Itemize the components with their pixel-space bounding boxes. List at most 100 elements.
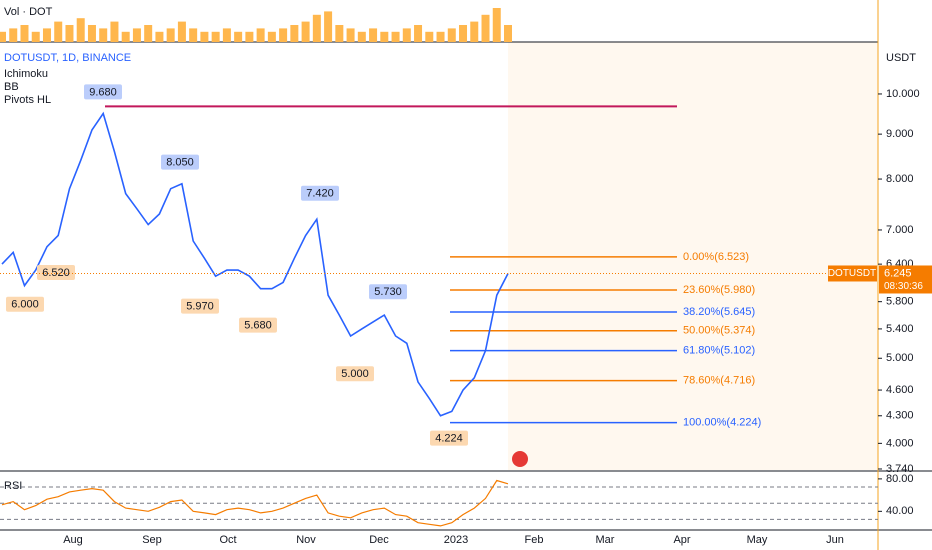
symbol-tag [828,265,877,282]
x-tick-label: Nov [296,534,316,546]
symbol-title: DOTUSDT, 1D, BINANCE [4,52,131,64]
volume-bar [335,25,344,42]
volume-bar [200,31,209,42]
x-tick-label: Jun [826,534,844,546]
x-tick-label: Mar [596,534,615,546]
volume-bar [324,11,333,42]
y-tick-label: 4.000 [886,437,914,449]
volume-bar [414,25,423,42]
volume-bar [425,31,434,42]
countdown-label: 08:30:36 [884,281,923,292]
volume-bar [447,28,456,42]
rsi-tick-label: 80.00 [886,473,914,485]
x-tick-label: Apr [673,534,690,546]
y-tick-label: 3.740 [886,463,914,475]
volume-bar [459,25,468,42]
pivot-label: 4.224 [435,432,463,444]
symbol-tag-label: DOTUSDT [828,268,876,279]
x-tick-label: 2023 [444,534,468,546]
x-tick-label: Feb [525,534,544,546]
rsi-line [1,479,509,527]
volume-bar [346,28,355,42]
fib-label: 100.00%(4.224) [683,416,761,428]
y-tick-label: 5.800 [886,296,914,308]
pivot-box [369,284,407,300]
fib-label: 23.60%(5.980) [683,284,755,296]
volume-bar [54,21,63,42]
pivot-box [6,296,44,312]
fib-label: 78.60%(4.716) [683,374,755,386]
volume-bar [99,28,108,42]
volume-bar [144,25,153,42]
volume-bar [256,28,265,42]
volume-bar [211,31,220,42]
pivot-label: 6.520 [42,267,70,279]
volume-bar [312,14,321,43]
volume-bar [234,31,243,42]
x-tick-label: Aug [63,534,83,546]
flag-icon[interactable] [512,451,528,467]
volume-bar [155,31,164,42]
volume-bar [65,25,74,42]
volume-bar [504,25,512,42]
pivot-label: 6.000 [11,299,39,311]
x-tick-label: Dec [369,534,389,546]
volume-bar [290,25,299,42]
pivot-box [336,366,374,382]
pivot-box [84,84,122,100]
currency: USDT [886,52,916,64]
y-tick-label: 9.000 [886,128,914,140]
volume-bar [402,28,411,42]
fib-label: 38.20%(5.645) [683,306,755,318]
volume-bar [177,21,186,42]
volume-bar [267,31,276,42]
volume-bar [189,28,198,42]
projection-area [508,42,878,470]
volume-bar [391,31,400,42]
volume-bar [470,21,479,42]
indicator-label: Ichimoku [4,68,48,80]
fib-label: 61.80%(5.102) [683,344,755,356]
volume-bar [245,31,254,42]
pivot-label: 5.680 [244,320,272,332]
fib-label: 0.00%(6.523) [683,251,749,263]
volume-bar [76,18,85,42]
pivot-box [239,317,277,333]
volume-bar [42,28,51,42]
y-tick-label: 5.400 [886,323,914,335]
volume-bar [380,31,389,42]
pivot-box [301,185,339,201]
x-tick-label: Sep [142,534,162,546]
volume-bar [31,31,40,42]
x-tick-label: Oct [219,534,236,546]
rsi-tick-label: 40.00 [886,505,914,517]
fib-label: 50.00%(5.374) [683,325,755,337]
y-tick-label: 8.000 [886,173,914,185]
volume-bar [357,31,366,42]
x-tick-label: May [747,534,768,546]
y-tick-label: 5.000 [886,352,914,364]
indicator-label: Pivots HL [4,94,51,106]
volume-bar [222,28,231,42]
volume-bar [301,21,310,42]
y-tick-label: 10.000 [886,88,920,100]
volume-bar [436,31,445,42]
pivot-box [181,298,219,314]
volume-bar [279,28,288,42]
pivot-label: 8.050 [166,157,194,169]
pivot-label: 5.000 [341,368,369,380]
price-tag [879,265,932,294]
volume-bar [492,8,501,42]
volume-bar [132,28,141,42]
pivot-box [430,430,468,446]
volume-bar [481,14,490,43]
volume-bar [166,28,175,42]
pivot-label: 5.970 [186,301,214,313]
volume-bar [87,25,96,42]
pivot-label: 9.680 [89,86,117,98]
volume-bar [110,21,119,42]
pivot-box [37,265,75,281]
indicator-label: BB [4,81,19,93]
volume-bar [9,28,18,42]
volume-bar [0,31,6,42]
